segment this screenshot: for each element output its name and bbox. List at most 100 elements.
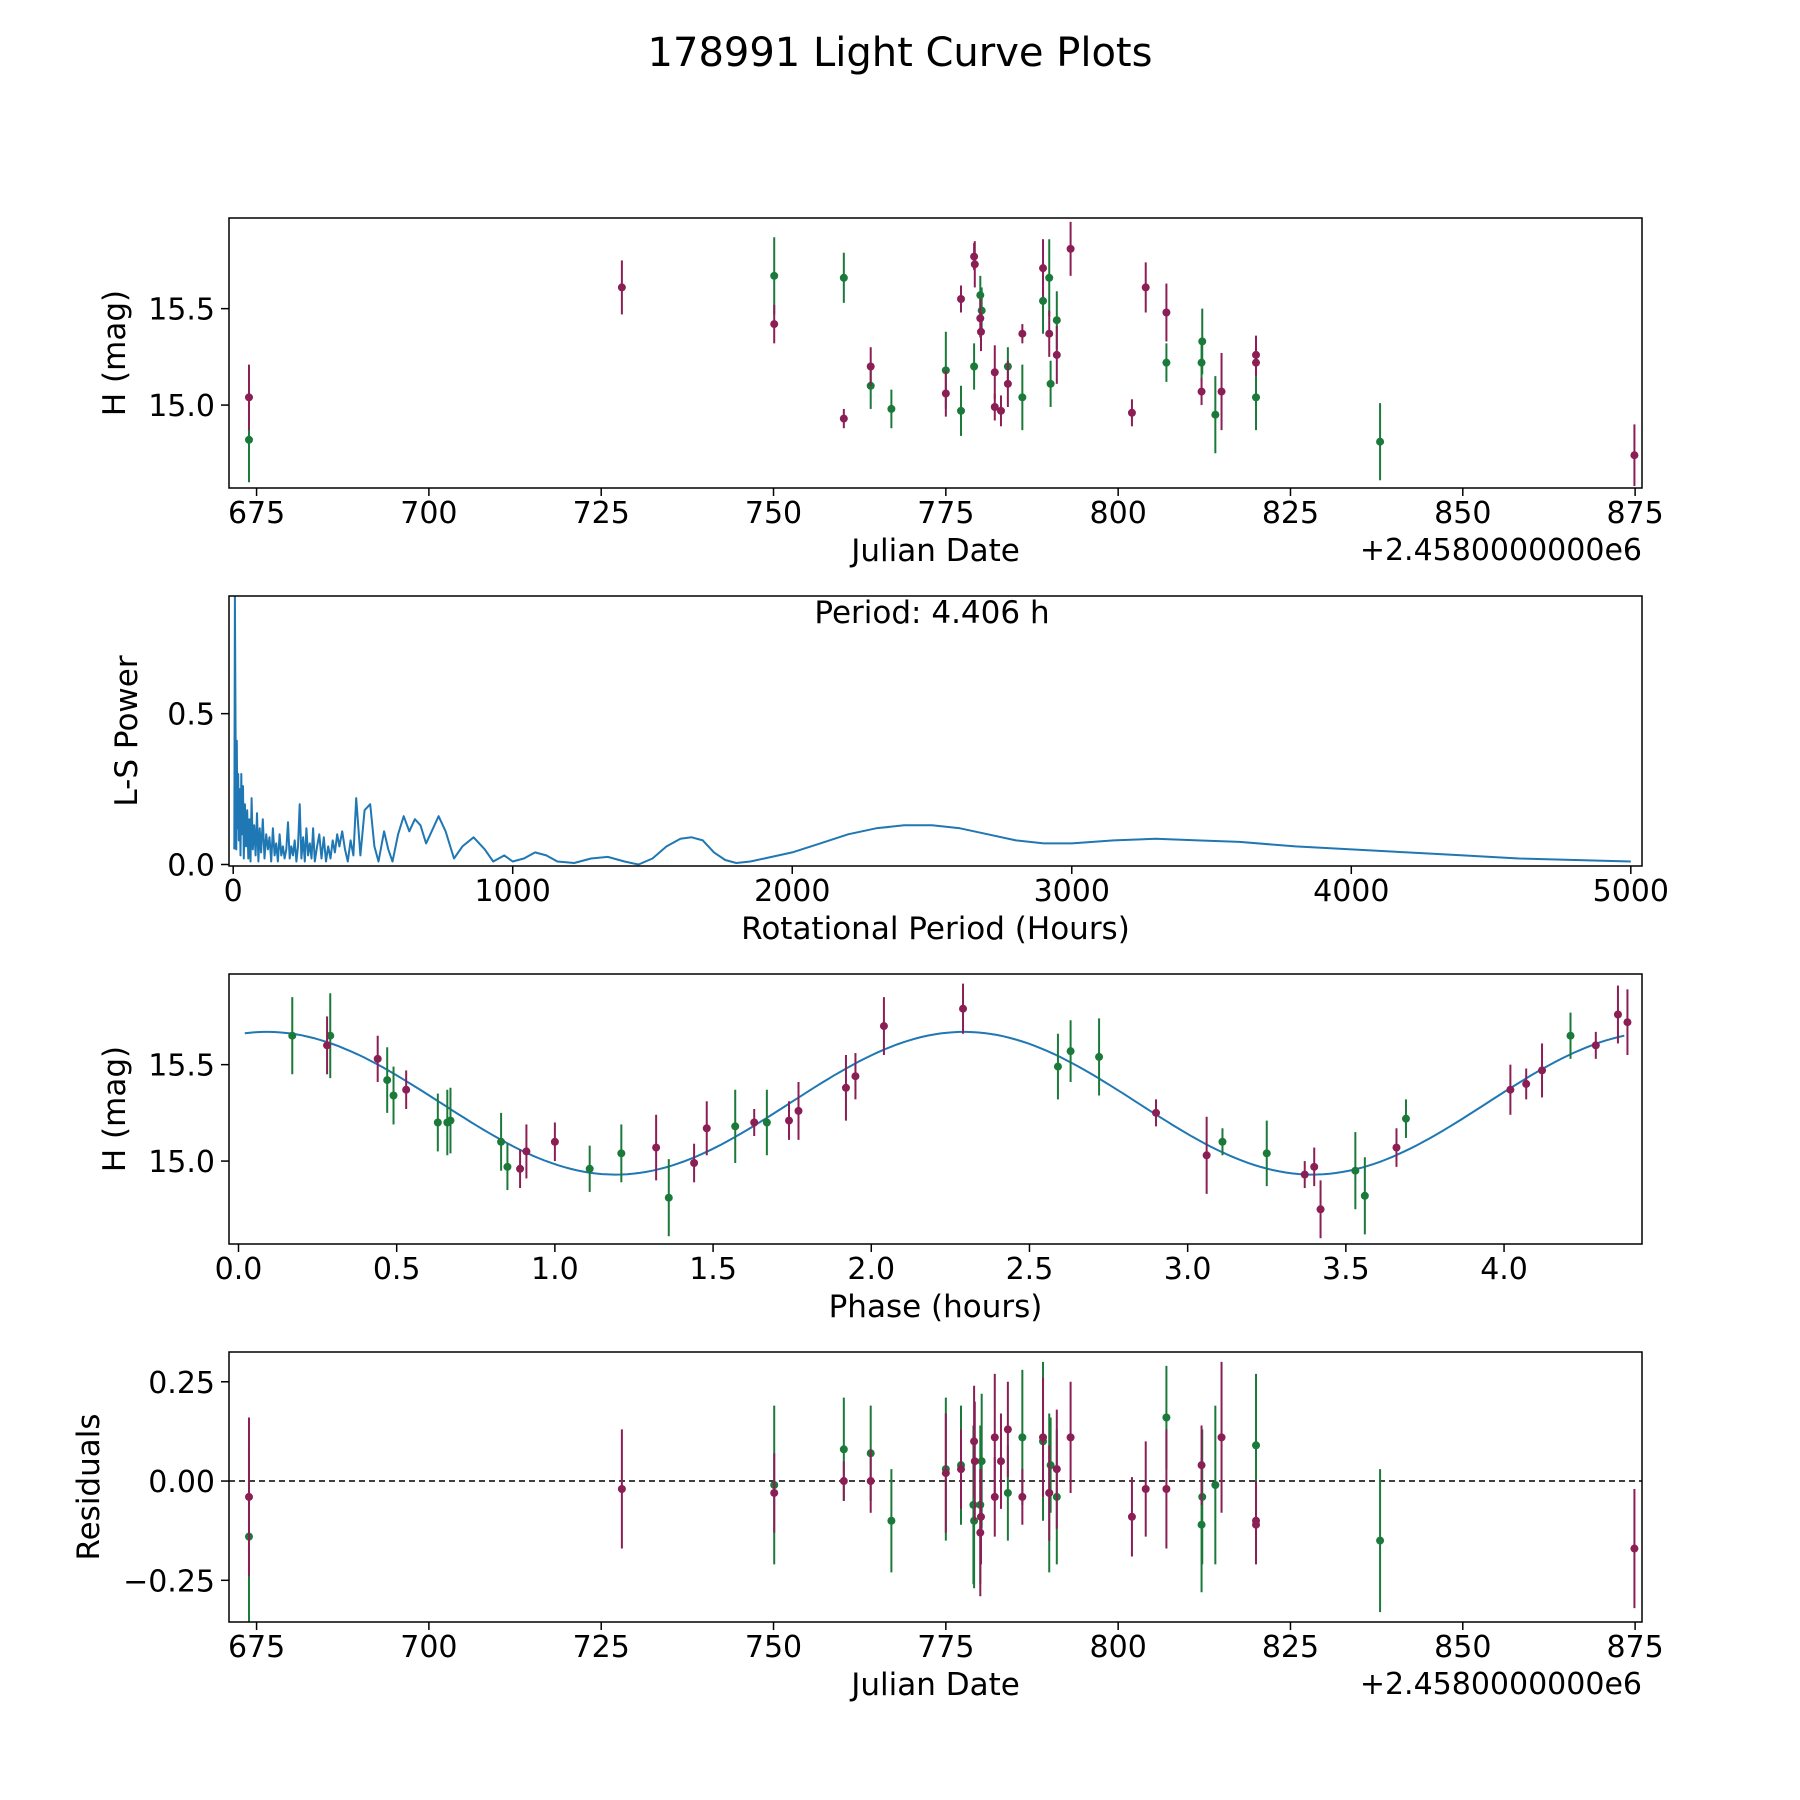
data-point [1351,1166,1360,1175]
x-tick-label: 675 [228,496,285,531]
residuals-series-purple [244,1361,1639,1609]
data-point [990,403,999,411]
data-point [970,362,979,371]
data-point [617,1149,626,1158]
x-tick-label: 1.0 [531,1252,579,1287]
data-point [957,1465,966,1474]
data-point [1392,1143,1401,1152]
residuals-x-axis-label: Julian Date [849,1667,1020,1703]
data-point [762,1118,771,1127]
x-tick-label: 825 [1262,496,1319,531]
data-point [1376,1536,1385,1545]
lightcurve-offset-label: +2.4580000000e6 [1360,533,1642,568]
data-point [839,414,848,423]
data-point [1039,264,1048,273]
data-point [288,1031,297,1040]
y-tick-label: 15.0 [148,1145,215,1180]
data-point [866,1477,875,1486]
x-tick-label: 750 [745,1630,802,1665]
residuals-panel: 675 700 725 750 775 800 825 850 875 0.25 0.00 −0.25… [71,1351,1664,1703]
data-point [1506,1085,1515,1094]
data-point [970,260,979,269]
data-point [1003,1488,1012,1497]
periodogram-y-axis-label: L-S Power [109,655,145,806]
data-point [373,1054,382,1063]
x-tick-label: 4000 [1313,874,1389,909]
phased-x-axis-label: Phase (hours) [829,1289,1043,1325]
data-point [1252,393,1261,402]
x-tick-label: 0 [224,874,243,909]
data-point [617,283,626,292]
data-point [1066,1047,1075,1056]
data-point [1162,1484,1171,1493]
data-point [497,1137,506,1146]
data-point [1566,1031,1575,1040]
figure-title: 178991 Light Curve Plots [648,30,1153,76]
data-point [851,1072,860,1081]
data-point [516,1164,525,1173]
x-tick-label: 2000 [754,874,830,909]
x-tick-label: 725 [573,1630,630,1665]
residuals-plot-area [229,1361,1642,1622]
data-point [1217,1433,1226,1442]
data-point [959,1004,968,1013]
x-tick-label: 800 [1090,496,1147,531]
data-point [1127,408,1136,417]
data-point [941,389,950,398]
lightcurve-y-axis-label: H (mag) [97,290,133,416]
data-point [1162,1413,1171,1422]
x-tick-label: 775 [917,496,974,531]
periodogram-frame [228,595,1643,867]
data-point [244,1492,253,1501]
data-point [323,1041,332,1050]
data-point [957,295,966,303]
x-tick-label: 825 [1262,1630,1319,1665]
x-tick-label: 725 [573,496,630,531]
data-point [794,1106,803,1115]
data-point [617,1484,626,1493]
data-point [976,1512,985,1521]
data-point [990,1492,999,1501]
phased-series-purple [323,983,1632,1239]
data-point [990,1433,999,1442]
data-point [1613,1010,1622,1019]
x-tick-label: 875 [1606,1630,1663,1665]
data-point [996,1457,1005,1466]
data-point [1262,1149,1271,1158]
phased-model-curve [244,1030,1625,1176]
data-point [1310,1162,1319,1171]
y-tick-label: 0.0 [167,848,215,883]
x-tick-label: 875 [1606,496,1663,531]
data-point [1211,1481,1220,1490]
data-point [1316,1205,1325,1214]
residuals-frame [228,1351,1643,1623]
data-point [244,435,253,444]
data-point [1045,329,1054,338]
data-point [839,1445,848,1454]
data-point [1066,1433,1075,1442]
data-point [1252,1520,1261,1529]
x-tick-label: 2.0 [847,1252,895,1287]
data-point [1039,296,1048,305]
data-point [990,368,999,377]
x-tick-label: 0.0 [215,1252,263,1287]
data-point [1127,1512,1136,1521]
data-point [1003,1425,1012,1434]
y-tick-label: 0.00 [148,1465,215,1500]
data-point [839,1477,848,1486]
data-point [1162,358,1171,367]
x-tick-label: 5000 [1593,874,1669,909]
data-point [402,1085,411,1094]
data-point [1018,393,1027,402]
data-point [996,406,1005,415]
data-point [383,1076,392,1085]
x-tick-label: 1.5 [689,1252,737,1287]
data-point [1252,358,1261,367]
data-point [770,320,779,329]
lightcurve-x-axis-label: Julian Date [849,533,1020,569]
data-point [1141,1484,1150,1493]
data-point [1197,387,1206,396]
y-tick-label: 15.5 [148,293,215,328]
data-point [550,1137,559,1146]
